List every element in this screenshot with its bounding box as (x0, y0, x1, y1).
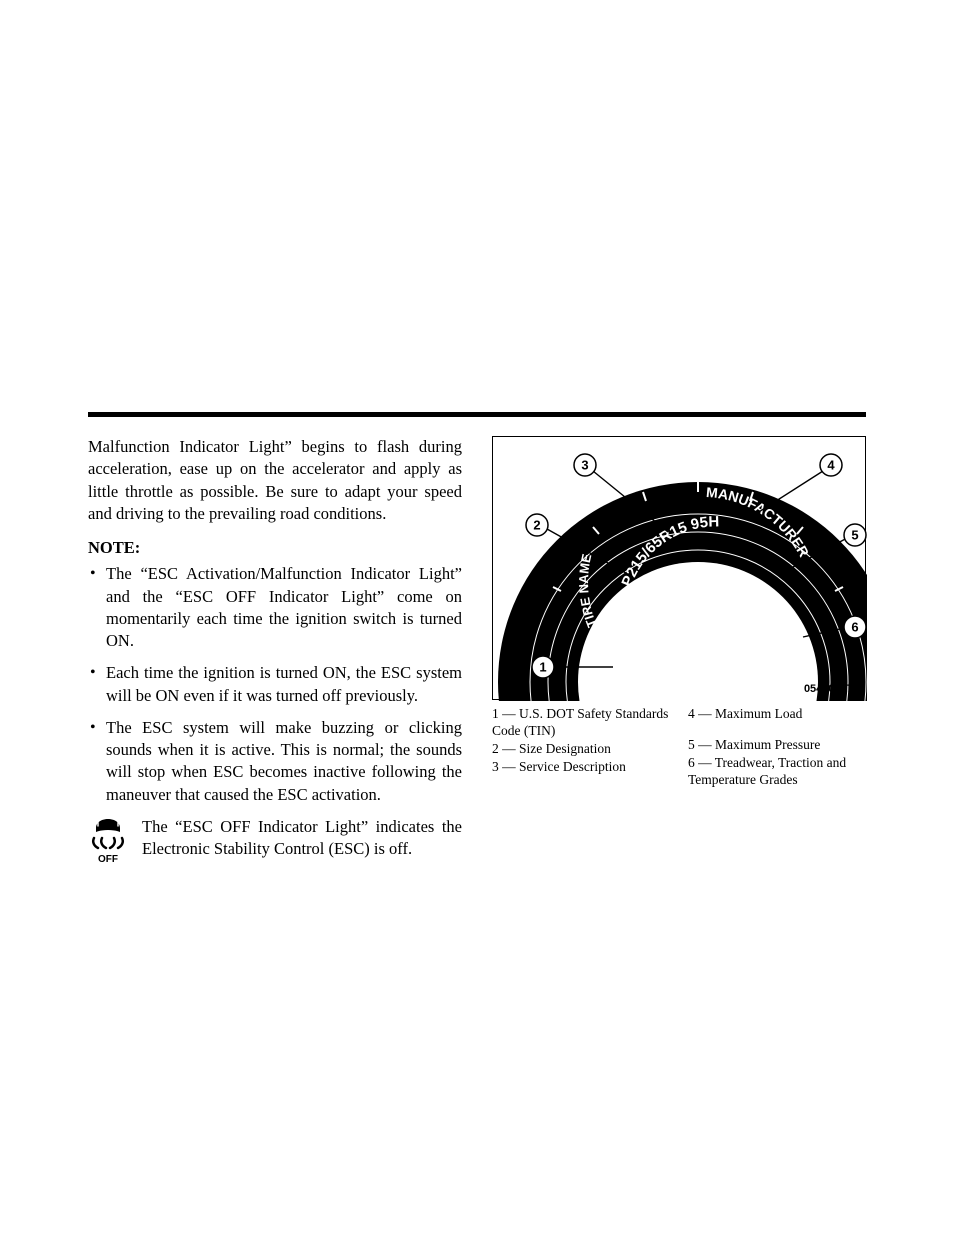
callout-2: 2 (533, 518, 540, 533)
left-column: Malfunction Indicator Light” begins to f… (88, 436, 462, 870)
legend-item: 6 — Treadwear, Traction and Temperature … (688, 755, 866, 789)
bullet-item: The “ESC Activation/Malfunction Indicato… (88, 563, 462, 652)
esc-off-text: The “ESC OFF Indicator Light” indicates … (142, 816, 462, 861)
figure-legend: 1 — U.S. DOT Safety Standards Code (TIN)… (492, 706, 866, 790)
note-bullets: The “ESC Activation/Malfunction Indicato… (88, 563, 462, 806)
legend-item: 2 — Size Designation (492, 741, 670, 758)
legend-item: 3 — Service Description (492, 759, 670, 776)
callout-5: 5 (851, 528, 858, 543)
legend-item: 1 — U.S. DOT Safety Standards Code (TIN) (492, 706, 670, 740)
callout-6: 6 (851, 620, 858, 635)
right-column: P215/65R15 95H MANUFACTURER TIRE NAME (492, 436, 866, 870)
callout-1: 1 (539, 660, 546, 675)
intro-paragraph: Malfunction Indicator Light” begins to f… (88, 436, 462, 525)
page: Malfunction Indicator Light” begins to f… (0, 0, 954, 1235)
callout-3: 3 (581, 458, 588, 473)
header-rule (88, 412, 866, 417)
esc-off-label: OFF (98, 854, 118, 864)
bullet-item: The ESC system will make buzzing or clic… (88, 717, 462, 806)
legend-right-col: 4 — Maximum Load 5 — Maximum Pressure 6 … (688, 706, 866, 790)
legend-item: 5 — Maximum Pressure (688, 737, 866, 754)
legend-item: 4 — Maximum Load (688, 706, 866, 723)
legend-left-col: 1 — U.S. DOT Safety Standards Code (TIN)… (492, 706, 670, 790)
figure-id: 054903773 (804, 683, 859, 695)
tire-figure: P215/65R15 95H MANUFACTURER TIRE NAME (492, 436, 866, 700)
callout-4: 4 (827, 458, 835, 473)
content-area: Malfunction Indicator Light” begins to f… (88, 436, 866, 870)
bullet-item: Each time the ignition is turned ON, the… (88, 662, 462, 707)
esc-off-icon: OFF (88, 816, 128, 870)
esc-off-row: OFF The “ESC OFF Indicator Light” indica… (88, 816, 462, 870)
note-label: NOTE: (88, 537, 462, 559)
